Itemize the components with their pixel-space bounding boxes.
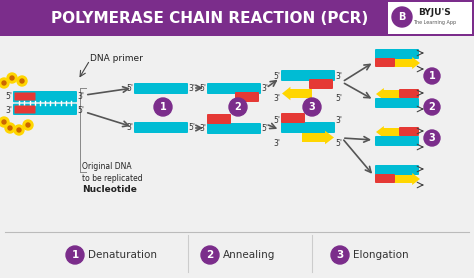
Text: 5': 5' (6, 91, 12, 101)
FancyBboxPatch shape (375, 98, 419, 108)
FancyBboxPatch shape (134, 83, 188, 94)
Circle shape (331, 246, 349, 264)
Bar (388, 2, 472, 34)
Circle shape (66, 246, 84, 264)
FancyBboxPatch shape (281, 70, 335, 81)
FancyBboxPatch shape (207, 123, 261, 134)
Text: 5': 5' (336, 93, 343, 103)
Text: 1: 1 (428, 71, 436, 81)
Text: 3': 3' (273, 138, 281, 148)
Text: 5': 5' (127, 83, 134, 93)
Text: Original DNA
to be replicated: Original DNA to be replicated (82, 162, 143, 183)
FancyBboxPatch shape (399, 89, 419, 98)
FancyBboxPatch shape (207, 83, 261, 94)
Bar (0, 0, 474, 36)
FancyBboxPatch shape (399, 127, 419, 136)
Circle shape (303, 98, 321, 116)
Text: 3': 3' (262, 83, 268, 93)
FancyBboxPatch shape (375, 49, 419, 59)
Text: DNA primer: DNA primer (90, 53, 143, 63)
Circle shape (17, 128, 21, 132)
Text: 1: 1 (72, 250, 79, 260)
Circle shape (8, 126, 12, 130)
Circle shape (201, 246, 219, 264)
Text: 5': 5' (273, 115, 281, 125)
Circle shape (229, 98, 247, 116)
FancyBboxPatch shape (15, 93, 36, 101)
Text: The Learning App: The Learning App (413, 19, 456, 24)
Text: 2: 2 (428, 102, 436, 112)
Circle shape (2, 81, 6, 85)
Circle shape (424, 68, 440, 84)
FancyArrow shape (282, 87, 312, 100)
Text: 3': 3' (200, 123, 207, 133)
FancyBboxPatch shape (309, 79, 333, 89)
FancyBboxPatch shape (375, 58, 395, 67)
Text: B: B (398, 12, 406, 22)
FancyBboxPatch shape (13, 104, 77, 115)
Text: 5': 5' (273, 71, 281, 81)
FancyBboxPatch shape (375, 136, 419, 146)
Text: 5': 5' (336, 138, 343, 148)
Circle shape (23, 120, 33, 130)
FancyArrow shape (392, 57, 420, 69)
Circle shape (26, 123, 30, 127)
Circle shape (7, 73, 17, 83)
FancyBboxPatch shape (281, 113, 305, 123)
Text: 5': 5' (200, 83, 207, 93)
FancyBboxPatch shape (375, 165, 419, 175)
Circle shape (5, 123, 15, 133)
Text: 2: 2 (206, 250, 214, 260)
Circle shape (0, 78, 9, 88)
Text: 3': 3' (336, 71, 343, 81)
FancyArrow shape (376, 126, 404, 138)
Text: 3: 3 (428, 133, 436, 143)
FancyBboxPatch shape (235, 92, 259, 102)
FancyArrow shape (376, 88, 404, 100)
Text: 5': 5' (78, 105, 84, 115)
Circle shape (10, 76, 14, 80)
Text: Elongation: Elongation (353, 250, 409, 260)
Text: 1: 1 (160, 102, 166, 112)
Text: 3: 3 (309, 102, 315, 112)
Circle shape (2, 120, 6, 124)
Circle shape (17, 76, 27, 86)
Text: Denaturation: Denaturation (88, 250, 157, 260)
Text: 3': 3' (127, 123, 134, 131)
Circle shape (0, 117, 9, 127)
Circle shape (20, 79, 24, 83)
Circle shape (154, 98, 172, 116)
FancyArrow shape (302, 131, 334, 144)
Text: 3': 3' (6, 105, 12, 115)
Circle shape (424, 99, 440, 115)
Circle shape (392, 7, 412, 27)
Text: 3: 3 (337, 250, 344, 260)
Text: 2: 2 (235, 102, 241, 112)
FancyArrow shape (392, 173, 420, 185)
Text: 3': 3' (78, 91, 84, 101)
Circle shape (424, 130, 440, 146)
Text: POLYMERASE CHAIN REACTION (PCR): POLYMERASE CHAIN REACTION (PCR) (51, 11, 369, 26)
Text: 3': 3' (273, 93, 281, 103)
Text: 5': 5' (189, 123, 195, 131)
FancyBboxPatch shape (207, 114, 231, 124)
FancyBboxPatch shape (134, 122, 188, 133)
Text: Nucleotide: Nucleotide (82, 185, 137, 194)
Text: Annealing: Annealing (223, 250, 275, 260)
Text: 5': 5' (262, 123, 268, 133)
Text: 3': 3' (336, 115, 343, 125)
FancyBboxPatch shape (13, 91, 77, 102)
FancyBboxPatch shape (15, 105, 36, 113)
Circle shape (14, 125, 24, 135)
FancyBboxPatch shape (375, 174, 395, 183)
FancyBboxPatch shape (281, 122, 335, 133)
Text: 3': 3' (189, 83, 195, 93)
Text: BYJU'S: BYJU'S (419, 8, 451, 16)
